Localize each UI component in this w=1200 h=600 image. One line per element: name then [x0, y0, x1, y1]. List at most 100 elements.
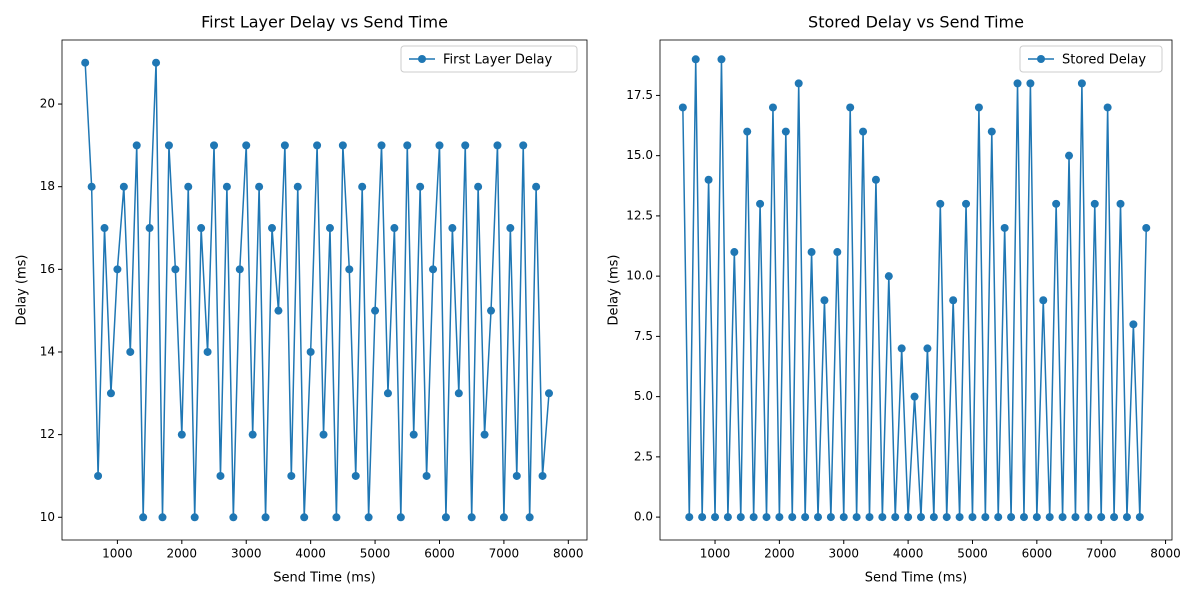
- y-tick-label: 15.0: [626, 148, 653, 162]
- point: [493, 141, 502, 150]
- x-axis-label: Send Time (ms): [273, 571, 375, 586]
- point: [467, 513, 476, 522]
- axes-frame: [659, 39, 1173, 541]
- point: [794, 79, 803, 88]
- y-tick-label: 18: [40, 179, 55, 193]
- point: [859, 127, 868, 136]
- point: [852, 513, 861, 522]
- point: [936, 199, 945, 208]
- point: [235, 265, 244, 274]
- point: [345, 265, 354, 274]
- x-tick-label: 6000: [424, 547, 455, 561]
- point: [916, 513, 925, 522]
- axes-frame: [61, 39, 588, 541]
- point: [422, 471, 431, 480]
- point: [358, 182, 367, 191]
- y-tick-label: 14: [40, 344, 55, 358]
- point: [416, 182, 425, 191]
- point: [287, 471, 296, 480]
- x-tick-label: 1000: [700, 547, 731, 561]
- point: [403, 141, 412, 150]
- y-tick-label: 12.5: [626, 208, 653, 222]
- point: [512, 471, 521, 480]
- point: [441, 513, 450, 522]
- point: [113, 265, 122, 274]
- point: [506, 224, 515, 233]
- point: [487, 306, 496, 315]
- point: [801, 513, 810, 522]
- point: [749, 513, 758, 522]
- point: [319, 430, 328, 439]
- point: [698, 513, 707, 522]
- y-tick-label: 7.5: [634, 329, 653, 343]
- y-tick-label: 2.5: [634, 449, 653, 463]
- point: [942, 513, 951, 522]
- point: [383, 389, 392, 398]
- point: [814, 513, 823, 522]
- y-tick-label: 10: [40, 510, 55, 524]
- point: [691, 55, 700, 64]
- point: [268, 224, 276, 233]
- point: [100, 224, 109, 233]
- point: [910, 392, 919, 401]
- point: [338, 141, 347, 150]
- point: [293, 182, 302, 191]
- point: [248, 430, 257, 439]
- point: [216, 471, 225, 480]
- point: [974, 103, 983, 112]
- point: [891, 513, 900, 522]
- series-line: [682, 59, 1148, 518]
- point: [197, 224, 206, 233]
- point: [955, 513, 964, 522]
- point: [730, 248, 739, 257]
- point: [833, 248, 842, 257]
- point: [1026, 79, 1035, 88]
- x-tick-label: 4000: [893, 547, 924, 561]
- x-tick-label: 1000: [102, 547, 133, 561]
- chart-title: Stored Delay vs Send Time: [808, 13, 1024, 32]
- point: [280, 141, 289, 150]
- point: [1116, 199, 1125, 208]
- point: [164, 141, 173, 150]
- point: [1052, 199, 1061, 208]
- point: [1019, 513, 1028, 522]
- point: [190, 513, 199, 522]
- x-tick-label: 3000: [828, 547, 859, 561]
- point: [255, 182, 264, 191]
- point: [532, 182, 541, 191]
- y-axis-label: Delay (ms): [15, 255, 30, 326]
- point: [274, 306, 283, 315]
- point: [1045, 513, 1054, 522]
- point: [865, 513, 874, 522]
- x-axis-label: Send Time (ms): [865, 571, 967, 586]
- point: [448, 224, 457, 233]
- point: [203, 347, 212, 356]
- point: [1065, 151, 1074, 160]
- point: [781, 127, 790, 136]
- x-tick-label: 7000: [1086, 547, 1117, 561]
- point: [878, 513, 887, 522]
- point: [126, 347, 135, 356]
- legend-box: [400, 45, 578, 73]
- point: [1000, 223, 1009, 232]
- point: [210, 141, 219, 150]
- point: [704, 175, 713, 184]
- legend-label: First Layer Delay: [443, 53, 552, 68]
- point: [1007, 513, 1016, 522]
- point: [987, 127, 996, 136]
- point: [1129, 320, 1138, 329]
- y-tick-label: 10.0: [626, 269, 653, 283]
- point: [1122, 513, 1131, 522]
- x-tick-label: 8000: [1150, 547, 1181, 561]
- point: [474, 182, 483, 191]
- x-tick-label: 7000: [489, 547, 520, 561]
- point: [222, 182, 231, 191]
- point: [377, 141, 386, 150]
- point: [929, 513, 938, 522]
- point: [87, 182, 96, 191]
- point: [158, 513, 167, 522]
- x-tick-label: 3000: [231, 547, 262, 561]
- point: [1032, 513, 1041, 522]
- x-tick-label: 5000: [360, 547, 391, 561]
- point: [756, 199, 765, 208]
